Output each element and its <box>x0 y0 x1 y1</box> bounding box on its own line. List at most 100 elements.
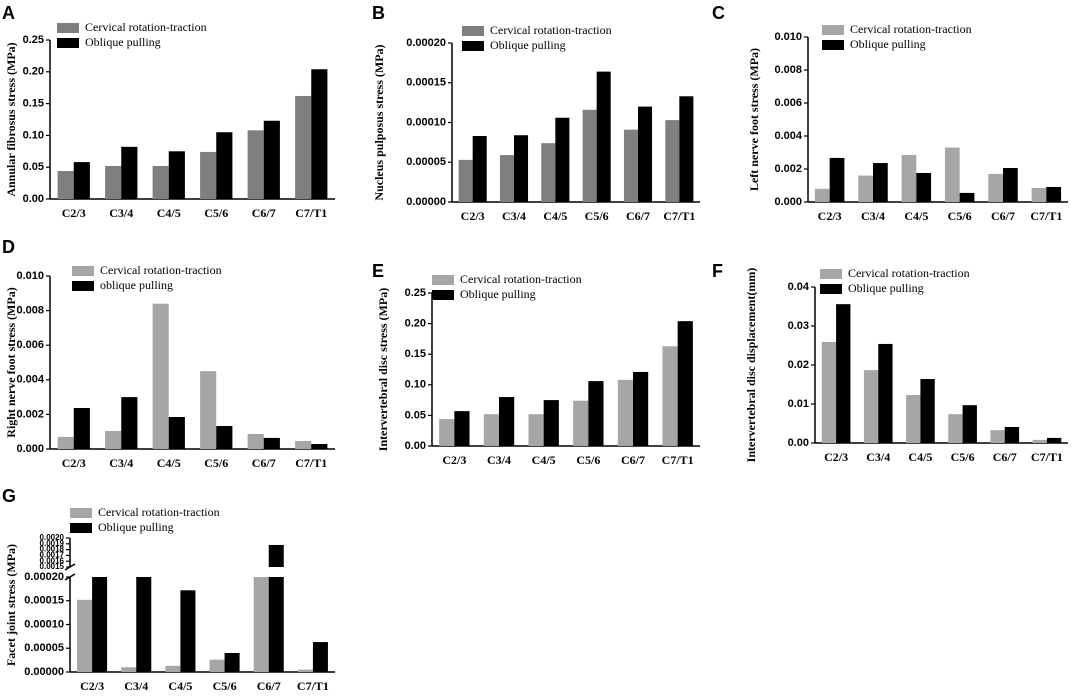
bar <box>988 173 1003 202</box>
legend-label: oblique pulling <box>100 278 173 292</box>
legend-swatch <box>70 523 92 533</box>
panel-label: G <box>2 486 16 506</box>
x-tick-label: C6/7 <box>252 206 276 220</box>
y-tick-label: 0.008 <box>774 64 802 76</box>
x-tick-label: C6/7 <box>626 209 650 223</box>
bar <box>617 379 633 446</box>
bar <box>543 400 559 446</box>
bar <box>821 341 837 443</box>
bar <box>311 69 328 199</box>
legend-swatch <box>432 275 454 285</box>
y-tick-label: 0.15 <box>405 348 426 360</box>
y-tick-label: 0.008 <box>16 305 44 317</box>
bar <box>1046 437 1062 443</box>
y-tick-label: 0.006 <box>774 97 802 109</box>
bar <box>105 431 122 449</box>
y-tick-label: 0.002 <box>774 163 802 175</box>
x-tick-label: C2/3 <box>62 456 86 470</box>
y-tick-label: 0.000 <box>16 443 44 455</box>
legend-swatch <box>432 290 454 300</box>
bar <box>268 577 284 672</box>
bar <box>57 171 74 199</box>
bar <box>73 162 90 199</box>
bar <box>633 371 649 446</box>
bar <box>948 414 963 443</box>
x-tick-label: C4/5 <box>168 679 192 693</box>
y-tick-label: 0.010 <box>16 270 44 282</box>
bar <box>1004 427 1020 443</box>
x-tick-label: C6/7 <box>993 450 1017 464</box>
bar <box>483 414 499 446</box>
x-tick-label: C4/5 <box>157 206 181 220</box>
bar <box>57 436 74 449</box>
legend-swatch <box>462 26 484 36</box>
y-tick-label: 0.03 <box>788 320 809 332</box>
x-tick-label: C2/3 <box>818 209 842 223</box>
y-axis-title: Nucleus pulposus stress (MPa) <box>372 44 386 200</box>
x-tick-label: C6/7 <box>991 209 1015 223</box>
y-tick-label: 0.00015 <box>406 77 446 89</box>
legend-swatch <box>57 38 79 48</box>
y-tick-label: 0.05 <box>405 409 426 421</box>
bar <box>596 71 611 203</box>
bar <box>499 397 515 446</box>
bar <box>295 95 312 199</box>
y-tick-label: 0.15 <box>23 98 44 110</box>
bar <box>136 577 152 672</box>
legend-label: Cervical rotation-traction <box>98 505 220 519</box>
bar <box>295 441 312 449</box>
x-tick-label: C7/T1 <box>1031 450 1063 464</box>
panel-label: F <box>712 261 723 281</box>
bar <box>439 419 455 446</box>
legend-label: Oblique pulling <box>490 38 566 52</box>
legend-label: Oblique pulling <box>98 520 174 534</box>
bar <box>311 443 328 449</box>
x-tick-label: C4/5 <box>157 456 181 470</box>
x-tick-label: C5/6 <box>576 453 600 467</box>
legend-label: Cervical rotation-traction <box>85 20 207 34</box>
legend-label: Cervical rotation-traction <box>490 23 612 37</box>
bar <box>944 147 960 202</box>
legend-swatch <box>72 266 94 276</box>
y-tick-label: 0.0018 <box>40 545 65 554</box>
y-tick-label: 0.01 <box>788 398 809 410</box>
x-tick-label: C3/4 <box>109 456 133 470</box>
x-tick-label: C7/T1 <box>662 453 694 467</box>
legend-label: Oblique pulling <box>85 35 161 49</box>
bar <box>555 117 570 202</box>
bar <box>1003 168 1018 202</box>
y-tick-label: 0.10 <box>23 129 44 141</box>
y-tick-label: 0.00015 <box>24 595 64 607</box>
panel-label: B <box>372 3 385 23</box>
y-tick-label: 0.00005 <box>24 642 64 654</box>
bar <box>105 165 122 199</box>
bar <box>1032 439 1047 443</box>
bar <box>312 642 328 672</box>
legend-swatch <box>822 40 844 50</box>
bar <box>665 120 680 202</box>
legend-swatch <box>462 41 484 51</box>
bar <box>297 669 313 672</box>
bar <box>1031 187 1047 202</box>
x-tick-label: C7/T1 <box>297 679 329 693</box>
y-tick-label: 0.02 <box>788 359 809 371</box>
y-tick-label: 0.00005 <box>406 156 446 168</box>
y-tick-label: 0.00 <box>23 193 44 205</box>
bar <box>216 425 233 449</box>
bar <box>200 151 217 199</box>
bar <box>268 544 284 567</box>
y-tick-label: 0.004 <box>16 374 44 386</box>
panel-label: E <box>372 261 384 281</box>
y-axis-title: Intervertebral disc stress (MPa) <box>376 288 390 451</box>
bar <box>1046 186 1062 202</box>
bar <box>906 395 921 443</box>
x-tick-label: C3/4 <box>124 679 148 693</box>
y-tick-label: 0.0016 <box>40 556 65 565</box>
x-tick-label: C3/4 <box>487 453 511 467</box>
bar <box>263 437 280 449</box>
y-tick-label: 0.05 <box>23 161 44 173</box>
legend-label: Oblique pulling <box>850 37 926 51</box>
y-tick-label: 0.00010 <box>24 618 64 630</box>
panel-label: D <box>2 237 15 257</box>
